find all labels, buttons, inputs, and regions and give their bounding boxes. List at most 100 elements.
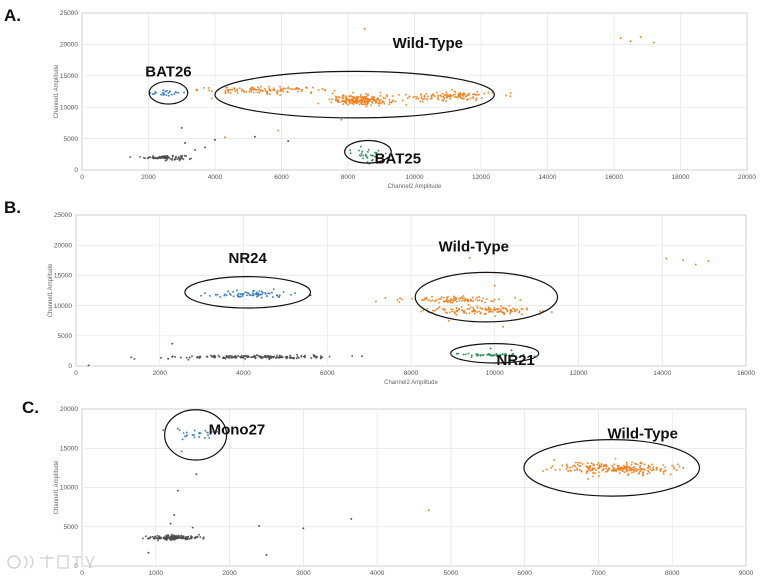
panel-b-cluster-3-point <box>487 308 490 311</box>
panel-a-cluster-2-point <box>286 90 289 93</box>
panel-c-cluster-2-point <box>662 464 665 467</box>
panel-c-cluster-2-point <box>631 461 633 464</box>
panel-c-cluster-2-point <box>633 469 636 472</box>
panel-c-x-tick-7000: 7000 <box>591 570 606 577</box>
panel-c-scatter-point-13 <box>682 466 685 469</box>
panel-a-cluster-4-point <box>444 93 447 96</box>
panel-a-cluster-4-point <box>426 95 429 98</box>
panel-c-cluster-2-point <box>585 470 588 473</box>
panel-a-annotations: BAT26 Wild-Type BAT25 <box>145 35 495 168</box>
panel-b-cluster-3-point <box>473 312 476 315</box>
panel-c-cluster-2-point <box>600 465 603 468</box>
panel-a-cluster-3-point <box>351 98 354 101</box>
panel-b-scatter-point-2 <box>694 263 697 266</box>
panel-c-cluster-2-point <box>590 462 593 465</box>
panel-b-cluster-3-point <box>436 307 439 310</box>
panel-a-cluster-2-point <box>236 89 239 92</box>
panel-b-scatter-point-8 <box>87 364 90 367</box>
panel-a-cluster-4-point <box>459 95 462 98</box>
panel-a-cluster-2-point <box>310 91 313 93</box>
panel-a-cluster-2-point <box>306 86 308 89</box>
panel-a-cluster-2-point <box>227 91 230 94</box>
panel-c-cluster-2-point <box>662 470 665 473</box>
panel-a-cluster-2-point <box>257 86 259 89</box>
panel-a-cluster-3-point <box>357 95 360 98</box>
panel-a-cluster-1-point <box>162 89 165 92</box>
panel-a-cluster-2-point <box>291 88 294 91</box>
panel-a-cluster-0-point <box>177 156 180 159</box>
panel-a-cluster-0-point <box>178 158 181 160</box>
panel-b-cluster-2-point <box>384 296 387 299</box>
panel-b-cluster-2-point <box>374 300 377 303</box>
panel-b-cluster-4-point <box>489 354 492 357</box>
panel-c-cluster-0-point <box>176 535 179 538</box>
panel-b-cluster-1-point <box>267 292 270 295</box>
panel-a-cluster-3-point <box>342 94 345 97</box>
panel-c-scatter-point-1 <box>173 514 176 516</box>
panel-a-scatter-point-12 <box>253 135 256 138</box>
panel-b-cluster-0-point <box>231 356 234 359</box>
panel-c-cluster-2-point <box>597 462 600 465</box>
panel-c-cluster-1-point <box>181 438 184 441</box>
panel-b-cluster-0-point <box>187 358 190 361</box>
panel-b-cluster-4-point <box>462 353 465 356</box>
panel-b-cluster-0-point <box>267 356 270 359</box>
panel-b-x-tick-4000: 4000 <box>236 370 251 377</box>
panel-b-cluster-4-point <box>512 352 515 355</box>
panel-b-cluster-2-point <box>429 300 432 302</box>
panel-c-scatter-point-7 <box>147 551 150 554</box>
panel-b-cluster-0-point <box>228 356 231 359</box>
panel-b-cluster-2-point <box>452 295 455 298</box>
panel-b-cluster-3-point <box>521 307 524 310</box>
panel-b-cluster-0-point <box>252 355 255 358</box>
panel-a-cluster-1-point <box>160 93 162 96</box>
panel-a-cluster-1-point <box>168 90 171 93</box>
panel-c-cluster-2-point <box>614 457 617 460</box>
panel-c-x-tick-4000: 4000 <box>370 570 385 577</box>
panel-b-cluster-1-point <box>247 292 250 295</box>
panel-b-cluster-2-point <box>435 299 438 302</box>
panel-b-cluster-3-point <box>455 309 458 312</box>
panel-b-cluster-2-point <box>519 299 522 301</box>
panel-a-annotation-label-2: BAT25 <box>375 151 421 168</box>
panel-a-cluster-2-point <box>253 87 256 90</box>
panel-a-cluster-4-point <box>451 88 454 91</box>
panel-b-cluster-4-point <box>496 355 499 358</box>
panel-a-cluster-5-point <box>362 157 365 160</box>
panel-b-cluster-0-point <box>313 354 316 357</box>
panel-b-cluster-0-point <box>296 355 299 358</box>
panel-a-cluster-3-point <box>365 95 368 98</box>
panel-c-cluster-2-point <box>623 466 626 468</box>
panel-a-cluster-0-point <box>155 157 158 160</box>
panel-a-scatter-point-2 <box>629 40 632 43</box>
panel-b-cluster-2-point <box>490 300 493 302</box>
panel-a-x-tick-6000: 6000 <box>274 174 289 181</box>
panel-a-cluster-0-point <box>146 157 149 160</box>
panel-b-cluster-0-point <box>300 354 303 357</box>
panel-c-cluster-1-point <box>185 431 188 434</box>
panel-a-scatter-point-15 <box>204 146 206 149</box>
panel-c-cluster-0-point <box>198 533 200 536</box>
panel-a-cluster-5-point <box>376 153 378 156</box>
panel-a-cluster-4-point <box>445 100 448 103</box>
panel-c-cluster-2-point <box>576 463 579 466</box>
panel-b-cluster-3-point <box>500 310 503 313</box>
panel-a-cluster-2-point <box>256 91 259 94</box>
panel-b-cluster-1-point <box>200 294 203 297</box>
panel-c-cluster-2-point <box>585 465 588 468</box>
panel-c-cluster-0-point <box>170 533 173 536</box>
panel-b-cluster-3-point <box>476 304 479 307</box>
panel-c-cluster-2-point <box>573 469 576 472</box>
panel-b-scatter-point-1 <box>682 259 685 262</box>
panel-a-cluster-3-point <box>347 103 349 106</box>
panel-c-cluster-1-point <box>204 429 207 432</box>
panel-a-cluster-3-point <box>388 101 391 104</box>
panel-b-y-tick-5000: 5000 <box>58 333 73 340</box>
panel-b-cluster-3-point <box>455 313 458 316</box>
panel-c-cluster-0-point <box>202 537 205 540</box>
panel-b-scatter-point-9 <box>167 357 170 360</box>
panel-a-cluster-2-point <box>226 88 229 91</box>
panel-a-cluster-3-point <box>337 96 340 99</box>
panel-a-cluster-0-point <box>169 157 172 160</box>
panel-c-cluster-0-point <box>189 537 192 540</box>
